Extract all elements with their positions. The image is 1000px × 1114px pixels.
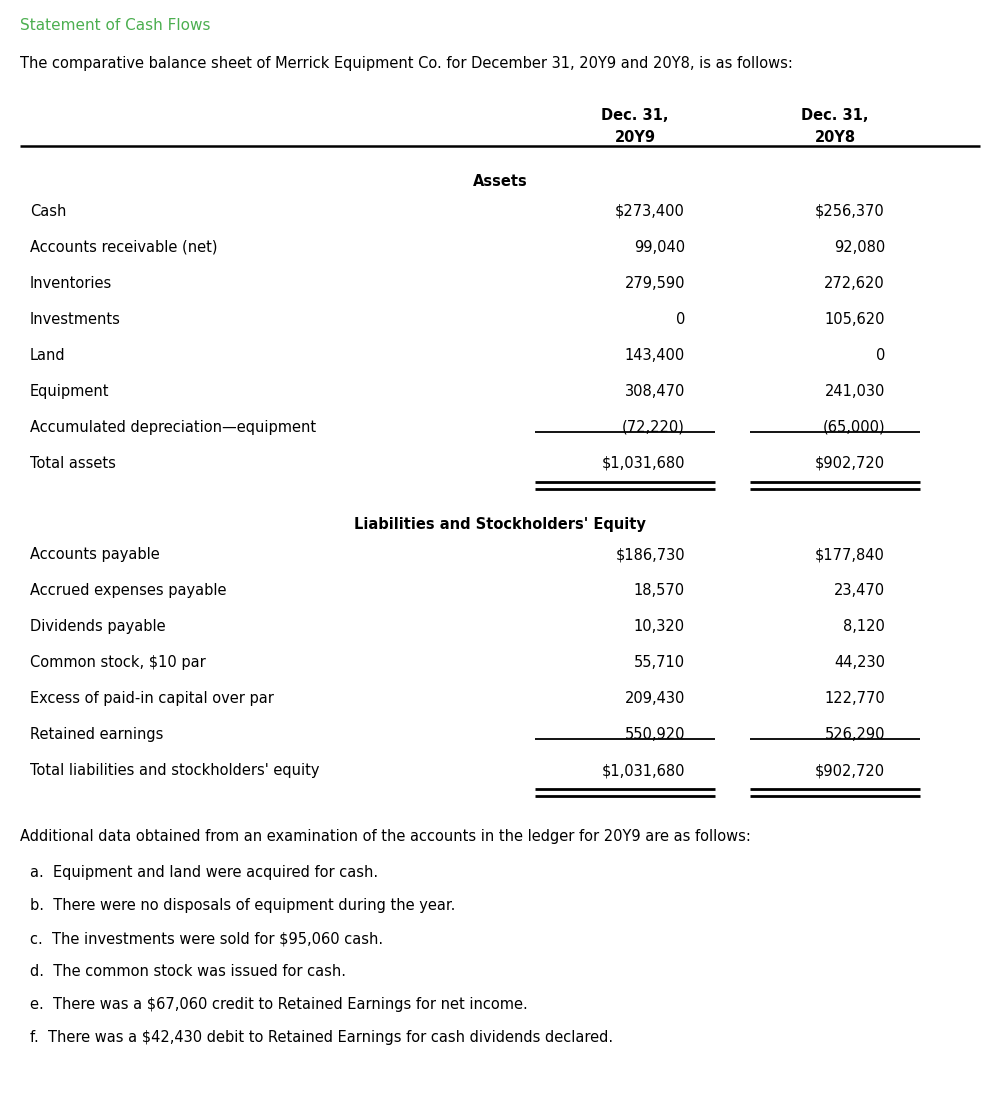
Text: 308,470: 308,470 [625,384,685,399]
Text: 105,620: 105,620 [824,312,885,328]
Text: Inventories: Inventories [30,276,112,291]
Text: $256,370: $256,370 [815,204,885,219]
Text: $1,031,680: $1,031,680 [602,763,685,778]
Text: a.  Equipment and land were acquired for cash.: a. Equipment and land were acquired for … [30,864,378,880]
Text: 526,290: 526,290 [824,727,885,742]
Text: $177,840: $177,840 [815,547,885,561]
Text: 10,320: 10,320 [634,619,685,634]
Text: Cash: Cash [30,204,66,219]
Text: 241,030: 241,030 [825,384,885,399]
Text: 44,230: 44,230 [834,655,885,670]
Text: Excess of paid-in capital over par: Excess of paid-in capital over par [30,691,274,706]
Text: Dividends payable: Dividends payable [30,619,166,634]
Text: 143,400: 143,400 [625,348,685,363]
Text: 20Y8: 20Y8 [814,130,856,145]
Text: 279,590: 279,590 [624,276,685,291]
Text: 20Y9: 20Y9 [614,130,656,145]
Text: Accounts receivable (net): Accounts receivable (net) [30,240,218,255]
Text: Investments: Investments [30,312,121,328]
Text: Accounts payable: Accounts payable [30,547,160,561]
Text: Accumulated depreciation—equipment: Accumulated depreciation—equipment [30,420,316,434]
Text: Additional data obtained from an examination of the accounts in the ledger for 2: Additional data obtained from an examina… [20,829,751,844]
Text: Retained earnings: Retained earnings [30,727,163,742]
Text: $902,720: $902,720 [815,456,885,471]
Text: Total liabilities and stockholders' equity: Total liabilities and stockholders' equi… [30,763,320,778]
Text: Land: Land [30,348,66,363]
Text: d.  The common stock was issued for cash.: d. The common stock was issued for cash. [30,964,346,979]
Text: f.  There was a $42,430 debit to Retained Earnings for cash dividends declared.: f. There was a $42,430 debit to Retained… [30,1030,613,1045]
Text: Statement of Cash Flows: Statement of Cash Flows [20,18,210,33]
Text: The comparative balance sheet of Merrick Equipment Co. for December 31, 20Y9 and: The comparative balance sheet of Merrick… [20,56,793,71]
Text: $902,720: $902,720 [815,763,885,778]
Text: 23,470: 23,470 [834,583,885,598]
Text: c.  The investments were sold for $95,060 cash.: c. The investments were sold for $95,060… [30,931,383,946]
Text: Equipment: Equipment [30,384,110,399]
Text: Assets: Assets [473,174,527,189]
Text: 0: 0 [676,312,685,328]
Text: 18,570: 18,570 [634,583,685,598]
Text: 122,770: 122,770 [824,691,885,706]
Text: (65,000): (65,000) [822,420,885,434]
Text: 0: 0 [876,348,885,363]
Text: Dec. 31,: Dec. 31, [801,108,869,123]
Text: b.  There were no disposals of equipment during the year.: b. There were no disposals of equipment … [30,898,455,913]
Text: $1,031,680: $1,031,680 [602,456,685,471]
Text: 55,710: 55,710 [634,655,685,670]
Text: Liabilities and Stockholders' Equity: Liabilities and Stockholders' Equity [354,517,646,532]
Text: Common stock, $10 par: Common stock, $10 par [30,655,206,670]
Text: Accrued expenses payable: Accrued expenses payable [30,583,226,598]
Text: Dec. 31,: Dec. 31, [601,108,669,123]
Text: 550,920: 550,920 [624,727,685,742]
Text: (72,220): (72,220) [622,420,685,434]
Text: 92,080: 92,080 [834,240,885,255]
Text: Total assets: Total assets [30,456,116,471]
Text: $186,730: $186,730 [615,547,685,561]
Text: e.  There was a $67,060 credit to Retained Earnings for net income.: e. There was a $67,060 credit to Retaine… [30,997,528,1012]
Text: 209,430: 209,430 [625,691,685,706]
Text: 272,620: 272,620 [824,276,885,291]
Text: 8,120: 8,120 [843,619,885,634]
Text: $273,400: $273,400 [615,204,685,219]
Text: 99,040: 99,040 [634,240,685,255]
